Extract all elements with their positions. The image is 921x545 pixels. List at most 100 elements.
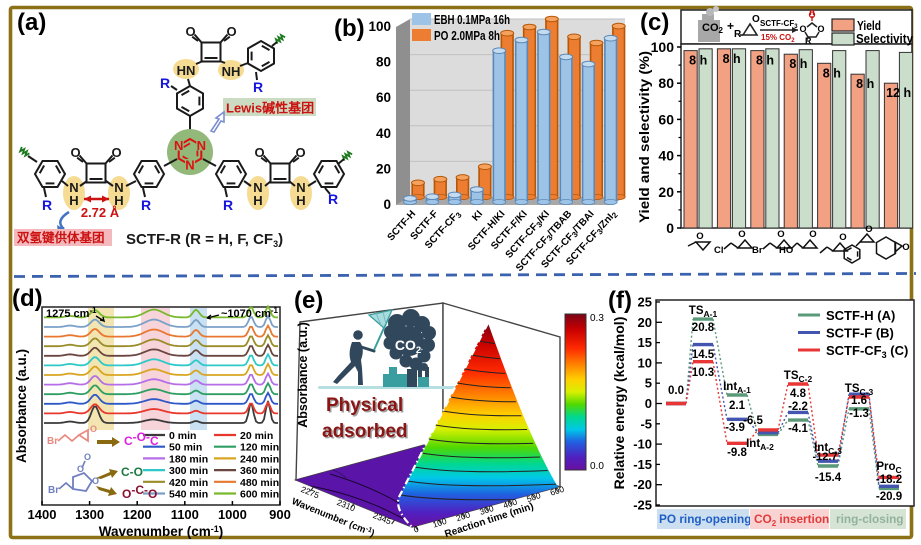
svg-text:Selectivity: Selectivity — [856, 32, 913, 46]
svg-text:O: O — [809, 229, 816, 240]
svg-text:SCTF-F (B): SCTF-F (B) — [826, 326, 894, 341]
svg-text:(e): (e) — [294, 287, 323, 314]
svg-text:O: O — [738, 229, 745, 240]
svg-text:40: 40 — [376, 126, 391, 141]
svg-text:1200: 1200 — [123, 507, 152, 522]
svg-text:~1070 cm-1: ~1070 cm-1 — [221, 306, 279, 320]
svg-text:R: R — [160, 75, 170, 91]
svg-text:N: N — [174, 138, 183, 153]
svg-text:1300: 1300 — [75, 507, 104, 522]
svg-text:60: 60 — [376, 90, 391, 105]
svg-text:15% CO2: 15% CO2 — [761, 33, 795, 44]
svg-text:1275 cm-1: 1275 cm-1 — [46, 306, 97, 320]
svg-text:IntC-3: IntC-3 — [814, 442, 842, 456]
svg-text:N: N — [114, 180, 123, 195]
svg-text:PO 2.0MPa 8h: PO 2.0MPa 8h — [434, 29, 500, 43]
svg-text:H: H — [114, 193, 123, 208]
svg-text:20: 20 — [376, 161, 391, 176]
svg-text:Physical: Physical — [328, 397, 405, 418]
svg-text:H: H — [69, 193, 78, 208]
svg-text:20.8: 20.8 — [692, 322, 715, 334]
svg-text:O: O — [817, 24, 824, 34]
svg-text:14.5: 14.5 — [692, 349, 715, 361]
svg-text:40: 40 — [658, 148, 674, 164]
svg-text:-2.2: -2.2 — [788, 401, 808, 413]
svg-text:N: N — [296, 180, 305, 195]
svg-text:360 min: 360 min — [240, 465, 279, 477]
svg-text:20: 20 — [638, 315, 652, 330]
svg-text:5: 5 — [645, 376, 652, 391]
svg-text:N: N — [69, 180, 78, 195]
svg-text:80: 80 — [376, 55, 391, 70]
svg-text:O: O — [902, 242, 909, 253]
svg-text:C-O-C: C-O-C — [124, 430, 159, 448]
svg-text:ring-closing: ring-closing — [836, 512, 904, 526]
svg-text:O: O — [799, 24, 806, 34]
svg-text:420 min: 420 min — [169, 477, 208, 489]
svg-text:O: O — [696, 231, 703, 242]
svg-text:10.3: 10.3 — [692, 367, 714, 379]
svg-text:8 h: 8 h — [856, 77, 874, 91]
svg-text:-4.1: -4.1 — [788, 423, 808, 435]
svg-text:O: O — [777, 229, 784, 240]
svg-text:O: O — [92, 476, 99, 486]
svg-text:8 h: 8 h — [689, 54, 707, 68]
svg-text:900: 900 — [269, 507, 291, 522]
svg-text:(b): (b) — [334, 15, 365, 42]
svg-text:12 h: 12 h — [886, 86, 911, 100]
svg-text:R: R — [141, 197, 151, 213]
svg-text:TSA-1: TSA-1 — [689, 305, 718, 319]
svg-text:(c): (c) — [640, 9, 669, 36]
svg-text:1000: 1000 — [218, 507, 247, 522]
svg-text:IntA-2: IntA-2 — [746, 438, 774, 452]
svg-text:540 min: 540 min — [169, 489, 208, 501]
svg-text:120 min: 120 min — [240, 442, 279, 454]
svg-text:O: O — [254, 145, 264, 160]
svg-text:Absorbance (a.u.): Absorbance (a.u.) — [14, 349, 29, 463]
svg-text:-18.2: -18.2 — [876, 474, 902, 486]
svg-text:15: 15 — [638, 335, 652, 350]
svg-text:R: R — [42, 197, 52, 213]
svg-text:-15: -15 — [633, 457, 652, 472]
svg-text:1.6: 1.6 — [851, 395, 867, 407]
svg-text:100: 100 — [431, 516, 448, 530]
svg-text:TSC-2: TSC-2 — [784, 370, 813, 384]
svg-text:20 min: 20 min — [240, 430, 273, 442]
svg-text:-20: -20 — [633, 477, 652, 492]
svg-text:200: 200 — [455, 509, 472, 523]
svg-text:R: R — [253, 79, 263, 95]
svg-text:O: O — [70, 145, 80, 160]
svg-text:R: R — [805, 36, 812, 46]
svg-text:O: O — [752, 14, 760, 25]
svg-text:100: 100 — [651, 39, 675, 55]
svg-text:O: O — [839, 232, 846, 243]
svg-text:-10: -10 — [633, 437, 652, 452]
svg-text:CO2: CO2 — [702, 22, 724, 35]
svg-text:0: 0 — [666, 220, 674, 236]
svg-text:N: N — [253, 180, 262, 195]
svg-text:O-C-O: O-C-O — [122, 483, 157, 501]
svg-text:O: O — [77, 464, 84, 474]
svg-text:双氢键供体基团: 双氢键供体基团 — [16, 230, 105, 245]
svg-text:H: H — [296, 193, 305, 208]
svg-text:(a): (a) — [17, 9, 46, 36]
svg-text:Yield and selectivity (%): Yield and selectivity (%) — [636, 51, 652, 223]
svg-text:2.1: 2.1 — [729, 400, 746, 412]
svg-text:O: O — [808, 10, 815, 20]
svg-text:0 min: 0 min — [169, 430, 196, 442]
svg-text:8 h: 8 h — [756, 54, 774, 68]
svg-text:0.0: 0.0 — [668, 385, 684, 397]
svg-text:8 h: 8 h — [823, 66, 841, 80]
svg-text:-6.5: -6.5 — [743, 415, 763, 427]
svg-text:100: 100 — [368, 19, 391, 34]
svg-text:0: 0 — [383, 197, 391, 212]
svg-text:EBH 0.1MPa 16h: EBH 0.1MPa 16h — [434, 13, 510, 27]
svg-text:-3.9: -3.9 — [725, 422, 745, 434]
svg-text:PO ring-opening: PO ring-opening — [659, 512, 751, 526]
svg-text:-5: -5 — [640, 416, 652, 431]
svg-text:240 min: 240 min — [240, 453, 279, 465]
svg-text:0: 0 — [645, 396, 652, 411]
svg-text:180 min: 180 min — [169, 453, 208, 465]
svg-text:adsorbed: adsorbed — [324, 423, 410, 444]
svg-text:H: H — [253, 193, 262, 208]
